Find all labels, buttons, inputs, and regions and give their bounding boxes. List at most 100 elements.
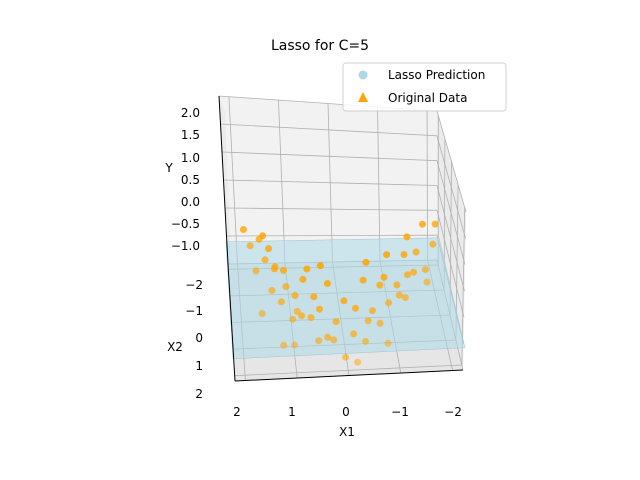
data-point: [400, 251, 408, 258]
data-point: [384, 339, 392, 347]
data-point: [280, 266, 287, 274]
x2-tick-label: −2: [185, 278, 203, 292]
right-grid-z: [436, 110, 467, 213]
data-point: [291, 341, 299, 349]
data-point: [316, 262, 324, 270]
z-tick-label: −1.0: [171, 239, 200, 253]
data-point: [289, 315, 297, 323]
axis-lines: [218, 95, 464, 382]
data-point: [342, 353, 350, 361]
data-point: [258, 310, 266, 317]
data-point: [368, 307, 376, 315]
data-point: [376, 281, 384, 289]
data-point: [330, 336, 338, 344]
x1-tick-label: 0: [342, 405, 350, 419]
legend-box: [342, 62, 507, 112]
data-point: [252, 267, 260, 275]
legend-circle-marker: [358, 70, 368, 80]
data-point: [403, 233, 411, 241]
data-point: [364, 317, 372, 325]
z-tick-labels: 2.0 1.5 1.0 0.5 0.0 −0.5 −1.0: [171, 106, 200, 253]
data-point: [291, 292, 299, 299]
data-point: [376, 319, 384, 327]
data-point: [239, 226, 247, 233]
x2-tick-label: 1: [195, 359, 203, 373]
z-tick-label: 1.0: [181, 151, 200, 165]
data-point: [299, 275, 307, 283]
chart-title: Lasso for C=5: [271, 38, 369, 54]
legend: Lasso Prediction Original Data: [342, 62, 507, 112]
z-axis-label: Y: [164, 161, 173, 175]
data-point: [261, 256, 269, 264]
data-point: [354, 358, 362, 366]
data-point: [323, 280, 331, 287]
data-point: [362, 258, 370, 266]
data-point: [431, 220, 439, 228]
data-point: [352, 304, 359, 312]
data-point: [401, 294, 409, 301]
data-point: [310, 293, 318, 301]
x1-tick-label: 2: [233, 405, 241, 419]
floor-grid-x2: [234, 364, 462, 377]
data-point: [350, 330, 358, 338]
data-point: [293, 307, 301, 315]
data-point: [298, 312, 305, 320]
data-point: [412, 248, 420, 256]
z-axis-line: [218, 95, 229, 265]
x2-tick-label: −1: [185, 304, 203, 318]
data-point: [395, 291, 403, 299]
data-point: [324, 333, 332, 341]
original-data-points: [239, 220, 439, 366]
x1-axis-line: [234, 369, 464, 382]
x2-axis-label: X2: [167, 340, 183, 354]
legend-label-original-data: Original Data: [388, 91, 467, 105]
legend-label-lasso-prediction: Lasso Prediction: [388, 68, 485, 82]
back-pane: [219, 96, 437, 264]
data-point: [268, 286, 276, 294]
data-point: [380, 273, 388, 281]
data-point: [265, 245, 272, 253]
z-tick-label: 0.5: [181, 173, 200, 187]
x1-tick-label: −2: [444, 405, 462, 419]
x1-axis-label: X1: [339, 425, 355, 439]
x2-tick-label: 0: [195, 331, 203, 345]
data-point: [282, 283, 290, 290]
data-point: [315, 337, 323, 345]
x2-tick-label: 2: [195, 387, 203, 401]
back-grid-z: [221, 151, 438, 162]
data-point: [418, 220, 426, 228]
right-grid-z: [436, 185, 465, 292]
data-point: [393, 281, 401, 289]
data-point: [246, 242, 254, 250]
data-point: [255, 235, 263, 243]
data-point: [385, 299, 393, 307]
x1-tick-label: 1: [288, 405, 296, 419]
back-grid-z: [220, 123, 438, 137]
x1-tick-labels: 2 1 0 −1 −2: [233, 405, 462, 419]
data-point: [280, 341, 288, 349]
x2-axis-line: [227, 263, 236, 382]
z-tick-label: 2.0: [181, 106, 200, 120]
data-point: [404, 271, 411, 279]
z-tick-label: 0.0: [181, 195, 200, 209]
data-point: [303, 265, 311, 273]
data-point: [410, 268, 418, 276]
data-point: [359, 276, 367, 284]
right-grid-z: [436, 135, 466, 239]
data-point: [362, 337, 369, 345]
back-grid-z: [223, 179, 438, 186]
right-grid-z: [436, 160, 466, 265]
z-tick-label: 1.5: [181, 128, 200, 142]
data-point: [383, 251, 391, 259]
data-point: [307, 314, 315, 322]
data-point: [332, 318, 340, 325]
data-point: [340, 297, 348, 305]
data-point: [423, 278, 431, 286]
z-tick-label: −0.5: [171, 217, 200, 231]
data-point: [271, 263, 279, 271]
right-grid-z: [436, 210, 465, 318]
data-point: [429, 240, 437, 248]
legend-triangle-marker: [358, 92, 368, 102]
x1-tick-label: −1: [391, 405, 409, 419]
